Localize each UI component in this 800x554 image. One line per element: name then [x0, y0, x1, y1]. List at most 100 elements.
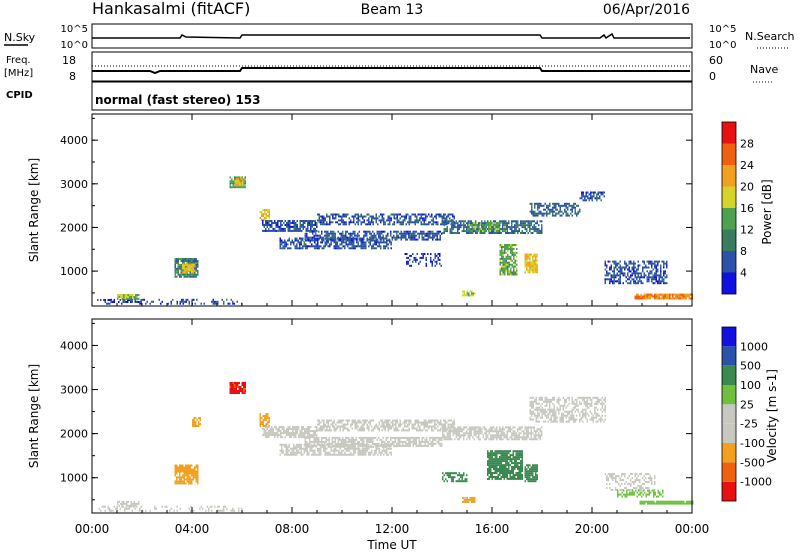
velocity-cell: [259, 417, 261, 420]
velocity-cell: [317, 429, 319, 432]
power-cell: [135, 296, 137, 298]
power-cell: [460, 220, 462, 223]
power-cell: [236, 178, 238, 181]
velocity-cell: [338, 449, 340, 452]
velocity-cell: [505, 436, 507, 439]
power-cell: [616, 274, 618, 277]
velocity-cell: [196, 419, 198, 422]
power-cell: [534, 202, 536, 205]
velocity-cell: [321, 436, 323, 439]
power-cell: [438, 230, 440, 233]
velocity-cell: [343, 440, 345, 443]
power-cell: [342, 213, 344, 216]
power-cell: [350, 239, 352, 242]
velocity-cell: [540, 396, 542, 399]
cpid-strip-frame: [91, 81, 693, 111]
power-cell: [610, 268, 612, 271]
velocity-cell: [189, 478, 191, 481]
power-cell: [370, 234, 372, 237]
power-cell: [600, 191, 602, 194]
power-cell: [304, 238, 306, 241]
power-cell: [347, 243, 349, 246]
velocity-cell: [458, 426, 460, 429]
velocity-cell: [262, 434, 264, 437]
velocity-cell: [356, 421, 358, 424]
power-cell: [636, 278, 638, 281]
power-cell: [637, 264, 639, 267]
power-cell: [304, 234, 306, 237]
velocity-cell: [438, 436, 440, 439]
power-cell: [406, 253, 408, 255]
velocity-cell: [408, 421, 410, 424]
power-cell: [669, 297, 671, 300]
velocity-cell: [426, 440, 428, 443]
velocity-cell: [311, 436, 313, 439]
velocity-cell: [387, 447, 389, 450]
power-cell: [511, 259, 513, 262]
power-cell: [307, 229, 309, 232]
power-cell: [264, 213, 266, 216]
power-cell: [231, 182, 233, 185]
velocity-cell: [434, 423, 436, 426]
velocity-cell: [309, 438, 311, 441]
velocity-cell: [296, 443, 298, 446]
power-cell: [390, 219, 392, 222]
power-cell: [431, 219, 433, 222]
velocity-cell: [324, 440, 326, 443]
power-cell: [381, 232, 383, 235]
velocity-cell: [544, 420, 546, 423]
power-cell: [529, 263, 531, 266]
power-cell: [293, 229, 295, 232]
power-cell: [552, 208, 554, 211]
power-cell: [241, 186, 243, 189]
power-cell: [287, 227, 289, 230]
power-cell: [130, 301, 132, 303]
power-cell: [511, 273, 513, 276]
power-cell: [633, 262, 635, 265]
power-cell: [326, 215, 328, 218]
power-cell: [532, 212, 534, 215]
power-cell: [356, 241, 358, 244]
velocity-cell: [351, 438, 353, 441]
velocity-cell: [366, 427, 368, 430]
velocity-cell: [130, 504, 132, 507]
velocity-cell: [444, 419, 446, 422]
velocity-cell: [449, 430, 451, 433]
velocity-cell: [433, 436, 435, 439]
velocity-cell: [306, 442, 308, 445]
power-cell: [535, 263, 537, 266]
power-cell: [491, 222, 493, 224]
velocity-cell: [567, 420, 569, 423]
velocity-cell: [199, 507, 201, 510]
velocity-cell: [411, 436, 413, 439]
power-cell: [129, 297, 131, 300]
power-cell: [325, 238, 327, 241]
velocity-cell: [444, 423, 446, 426]
power-cell: [442, 222, 444, 225]
power-cell: [507, 267, 509, 270]
power-cell: [296, 243, 298, 246]
power-echo-region: [182, 263, 196, 274]
power-cell: [191, 260, 193, 262]
velocity-cell: [179, 476, 181, 479]
velocity-cell: [363, 419, 365, 422]
power-cell: [189, 275, 191, 278]
power-cell: [235, 176, 237, 179]
power-cell: [266, 220, 268, 222]
power-cell: [290, 222, 292, 224]
velocity-cell: [296, 428, 298, 431]
velocity-cell: [538, 412, 540, 415]
power-cell: [408, 217, 410, 220]
power-cell: [435, 215, 437, 218]
power-cell: [403, 232, 405, 235]
velocity-cell: [387, 436, 389, 439]
velocity-cell: [259, 415, 261, 418]
velocity-cell: [309, 447, 311, 450]
velocity-cell: [406, 442, 408, 445]
velocity-cell: [573, 408, 575, 411]
power-cell: [268, 215, 270, 217]
velocity-cell: [570, 416, 572, 419]
power-cell: [289, 225, 291, 228]
power-cell: [526, 255, 528, 258]
power-cell: [573, 202, 575, 205]
